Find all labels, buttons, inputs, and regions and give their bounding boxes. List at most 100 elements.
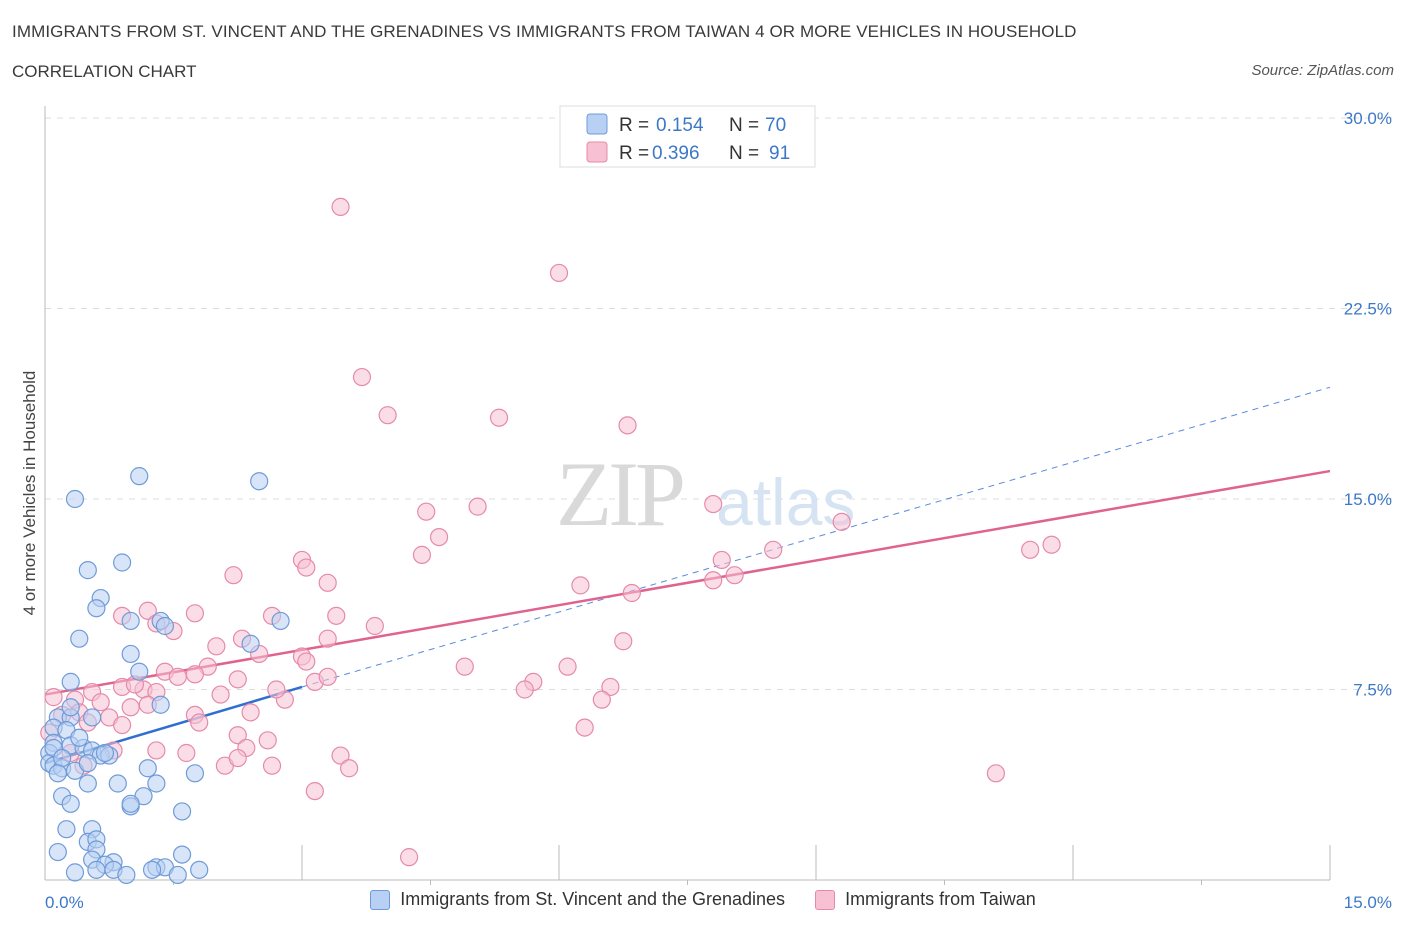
taiwan-point: [764, 540, 783, 559]
st-vincent-point: [121, 644, 140, 664]
blue-trend-extension: [301, 386, 1331, 688]
legend-r-label-1: R =: [619, 115, 649, 136]
data-points: [40, 197, 1061, 885]
taiwan-point: [455, 657, 474, 676]
taiwan-point: [601, 677, 620, 697]
st-vincent-point: [271, 611, 290, 631]
legend-n-label-1: N =: [729, 115, 759, 136]
st-vincent-point: [250, 472, 269, 491]
taiwan-point: [704, 494, 723, 514]
taiwan-point: [318, 629, 337, 648]
st-vincent-point: [48, 842, 67, 862]
axes: [44, 106, 1331, 885]
watermark-zip: ZIP: [556, 443, 683, 545]
taiwan-point: [515, 680, 534, 699]
st-vincent-point: [172, 802, 192, 821]
st-vincent-point: [130, 467, 149, 486]
st-vincent-point: [121, 794, 140, 813]
taiwan-point: [147, 741, 166, 760]
taiwan-point: [712, 550, 731, 570]
taiwan-point: [704, 571, 723, 590]
st-vincent-point: [108, 774, 127, 793]
st-vincent-point: [61, 672, 80, 691]
taiwan-point: [1021, 540, 1040, 559]
taiwan-point: [571, 576, 590, 595]
st-vincent-point: [121, 611, 140, 631]
taiwan-point: [228, 748, 247, 768]
taiwan-point: [618, 416, 637, 435]
st-vincent-point: [138, 759, 157, 778]
st-vincent-point: [57, 820, 76, 839]
taiwan-point: [592, 690, 611, 709]
watermark-atlas: atlas: [716, 465, 855, 539]
taiwan-point: [185, 604, 205, 623]
taiwan-point: [352, 367, 372, 387]
st-vincent-point: [61, 698, 80, 717]
legend-n-value-2: 91: [769, 143, 790, 164]
taiwan-point: [365, 616, 384, 636]
taiwan-point: [190, 713, 209, 732]
x-tick-label: 15.0%: [1344, 893, 1392, 912]
series-legend-item-1: Immigrants from St. Vincent and the Gren…: [370, 889, 785, 910]
taiwan-point: [112, 715, 132, 735]
taiwan-point: [468, 497, 487, 516]
st-vincent-point: [130, 662, 149, 681]
y-tick-label: 22.5%: [1344, 300, 1392, 319]
series-swatch-blue: [370, 889, 391, 910]
st-vincent-point: [65, 863, 85, 882]
y-tick-label: 7.5%: [1353, 681, 1392, 700]
taiwan-point: [331, 197, 350, 216]
chart-title: IMMIGRANTS FROM ST. VINCENT AND THE GREN…: [12, 22, 1077, 41]
st-vincent-point: [151, 695, 170, 714]
legend-n-value-1: 70: [765, 115, 786, 136]
source-credit: Source: ZipAtlas.com: [1251, 62, 1394, 79]
st-vincent-point: [190, 860, 209, 879]
taiwan-point: [429, 527, 449, 547]
taiwan-point: [614, 632, 633, 651]
st-vincent-point: [112, 553, 132, 572]
st-vincent-point: [172, 845, 192, 864]
taiwan-point: [327, 606, 346, 625]
taiwan-point: [558, 657, 577, 676]
st-vincent-point: [142, 860, 162, 879]
series-name-1: Immigrants from St. Vincent and the Gren…: [400, 889, 786, 909]
st-vincent-point: [168, 865, 187, 885]
st-vincent-point: [65, 489, 85, 509]
y-tick-label: 30.0%: [1344, 109, 1392, 128]
taiwan-point: [622, 583, 641, 603]
series-legend: Immigrants from St. Vincent and the Gren…: [0, 889, 1406, 910]
st-vincent-point: [87, 599, 106, 618]
grid-lines: [45, 117, 1392, 690]
taiwan-point: [185, 665, 205, 684]
taiwan-point: [489, 408, 509, 427]
taiwan-point: [121, 698, 140, 717]
tick-labels: 7.5% 15.0% 22.5% 30.0% 0.0% 15.0%: [45, 109, 1392, 912]
st-vincent-point: [241, 634, 260, 653]
taiwan-point: [297, 652, 316, 671]
taiwan-point: [241, 703, 260, 722]
x-tick-label: 0.0%: [45, 893, 84, 912]
taiwan-point: [258, 731, 277, 750]
y-tick-label: 15.0%: [1344, 490, 1392, 509]
taiwan-point: [412, 545, 432, 564]
taiwan-point: [267, 680, 286, 699]
st-vincent-point: [48, 764, 67, 783]
taiwan-point: [228, 726, 247, 745]
st-vincent-point: [185, 764, 205, 783]
st-vincent-point: [53, 748, 72, 768]
taiwan-point: [725, 566, 744, 585]
taiwan-point: [305, 781, 324, 801]
taiwan-point: [297, 558, 316, 577]
taiwan-point: [177, 743, 196, 763]
legend-r-label-2: R =: [619, 143, 649, 164]
watermark: ZIP atlas: [556, 443, 855, 545]
taiwan-point: [986, 764, 1006, 783]
st-vincent-point: [147, 774, 166, 793]
taiwan-point: [378, 406, 397, 425]
series-swatch-pink: [815, 889, 836, 910]
taiwan-point: [417, 502, 436, 521]
st-vincent-point: [117, 865, 136, 885]
taiwan-point: [399, 848, 419, 867]
taiwan-point: [832, 512, 851, 531]
